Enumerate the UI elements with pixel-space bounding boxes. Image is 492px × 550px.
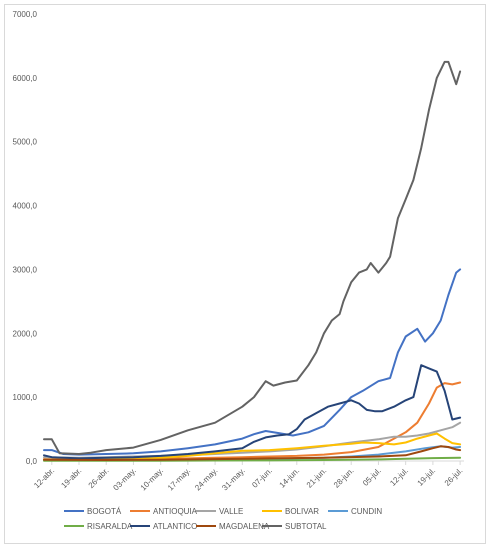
x-tick-label: 26-jul. xyxy=(443,466,465,488)
x-tick-label: 28-jun. xyxy=(332,466,356,490)
x-tick-label: 19-abr. xyxy=(59,466,83,490)
legend-label: MAGDALENA xyxy=(219,522,270,531)
legend-label: VALLE xyxy=(219,507,243,516)
y-tick-label: 7000,0 xyxy=(13,10,38,19)
series-line-antioquia xyxy=(43,381,462,461)
legend-label: BOLIVAR xyxy=(285,507,319,516)
legend-label: ANTIOQUIA xyxy=(153,507,198,516)
y-tick-label: 5000,0 xyxy=(13,138,38,147)
x-tick-label: 07-jun. xyxy=(250,466,274,490)
series-line-bolivar xyxy=(43,432,462,461)
y-tick-label: 1000,0 xyxy=(13,393,38,402)
x-tick-label: 24-may. xyxy=(193,466,219,492)
x-tick-label: 17-may. xyxy=(166,466,192,492)
y-tick-label: 0,0 xyxy=(26,457,38,466)
y-tick-label: 6000,0 xyxy=(13,74,38,83)
series-line-magdalena xyxy=(43,445,462,461)
series-line-atlantico xyxy=(43,364,462,460)
x-tick-label: 31-may. xyxy=(220,466,246,492)
legend-label: CUNDIN xyxy=(351,507,382,516)
chart-series xyxy=(43,60,462,462)
x-tick-label: 19-jul. xyxy=(416,466,438,488)
x-tick-label: 14-jun. xyxy=(278,466,302,490)
x-tick-label: 21-jun. xyxy=(305,466,329,490)
x-tick-label: 05-jul. xyxy=(361,466,383,488)
x-tick-label: 12-jul. xyxy=(388,466,410,488)
chart-legend: BOGOTÁ ANTIOQUIA VALLE BOLIVAR CUNDIN RISARAL… xyxy=(64,507,382,531)
x-tick-label: 03-may. xyxy=(111,466,137,492)
y-tick-label: 2000,0 xyxy=(13,329,38,338)
y-tick-label: 4000,0 xyxy=(13,202,38,211)
x-tick-label: 10-may. xyxy=(139,466,165,492)
legend-label: SUBTOTAL xyxy=(285,522,327,531)
y-tick-label: 3000,0 xyxy=(13,265,38,274)
series-line-bogotá xyxy=(43,268,462,456)
series-line-subtotal xyxy=(43,60,462,455)
x-tick-label: 26-abr. xyxy=(87,466,111,490)
legend-label: RISARALDA xyxy=(87,522,133,531)
legend-label: ATLANTICO xyxy=(153,522,197,531)
x-tick-label: 12-abr. xyxy=(32,466,56,490)
legend-label: BOGOTÁ xyxy=(87,507,122,516)
chart-axes: 0,0 1000,0 2000,0 3000,0 4000,0 5000,0 6000,0 7… xyxy=(13,10,465,492)
